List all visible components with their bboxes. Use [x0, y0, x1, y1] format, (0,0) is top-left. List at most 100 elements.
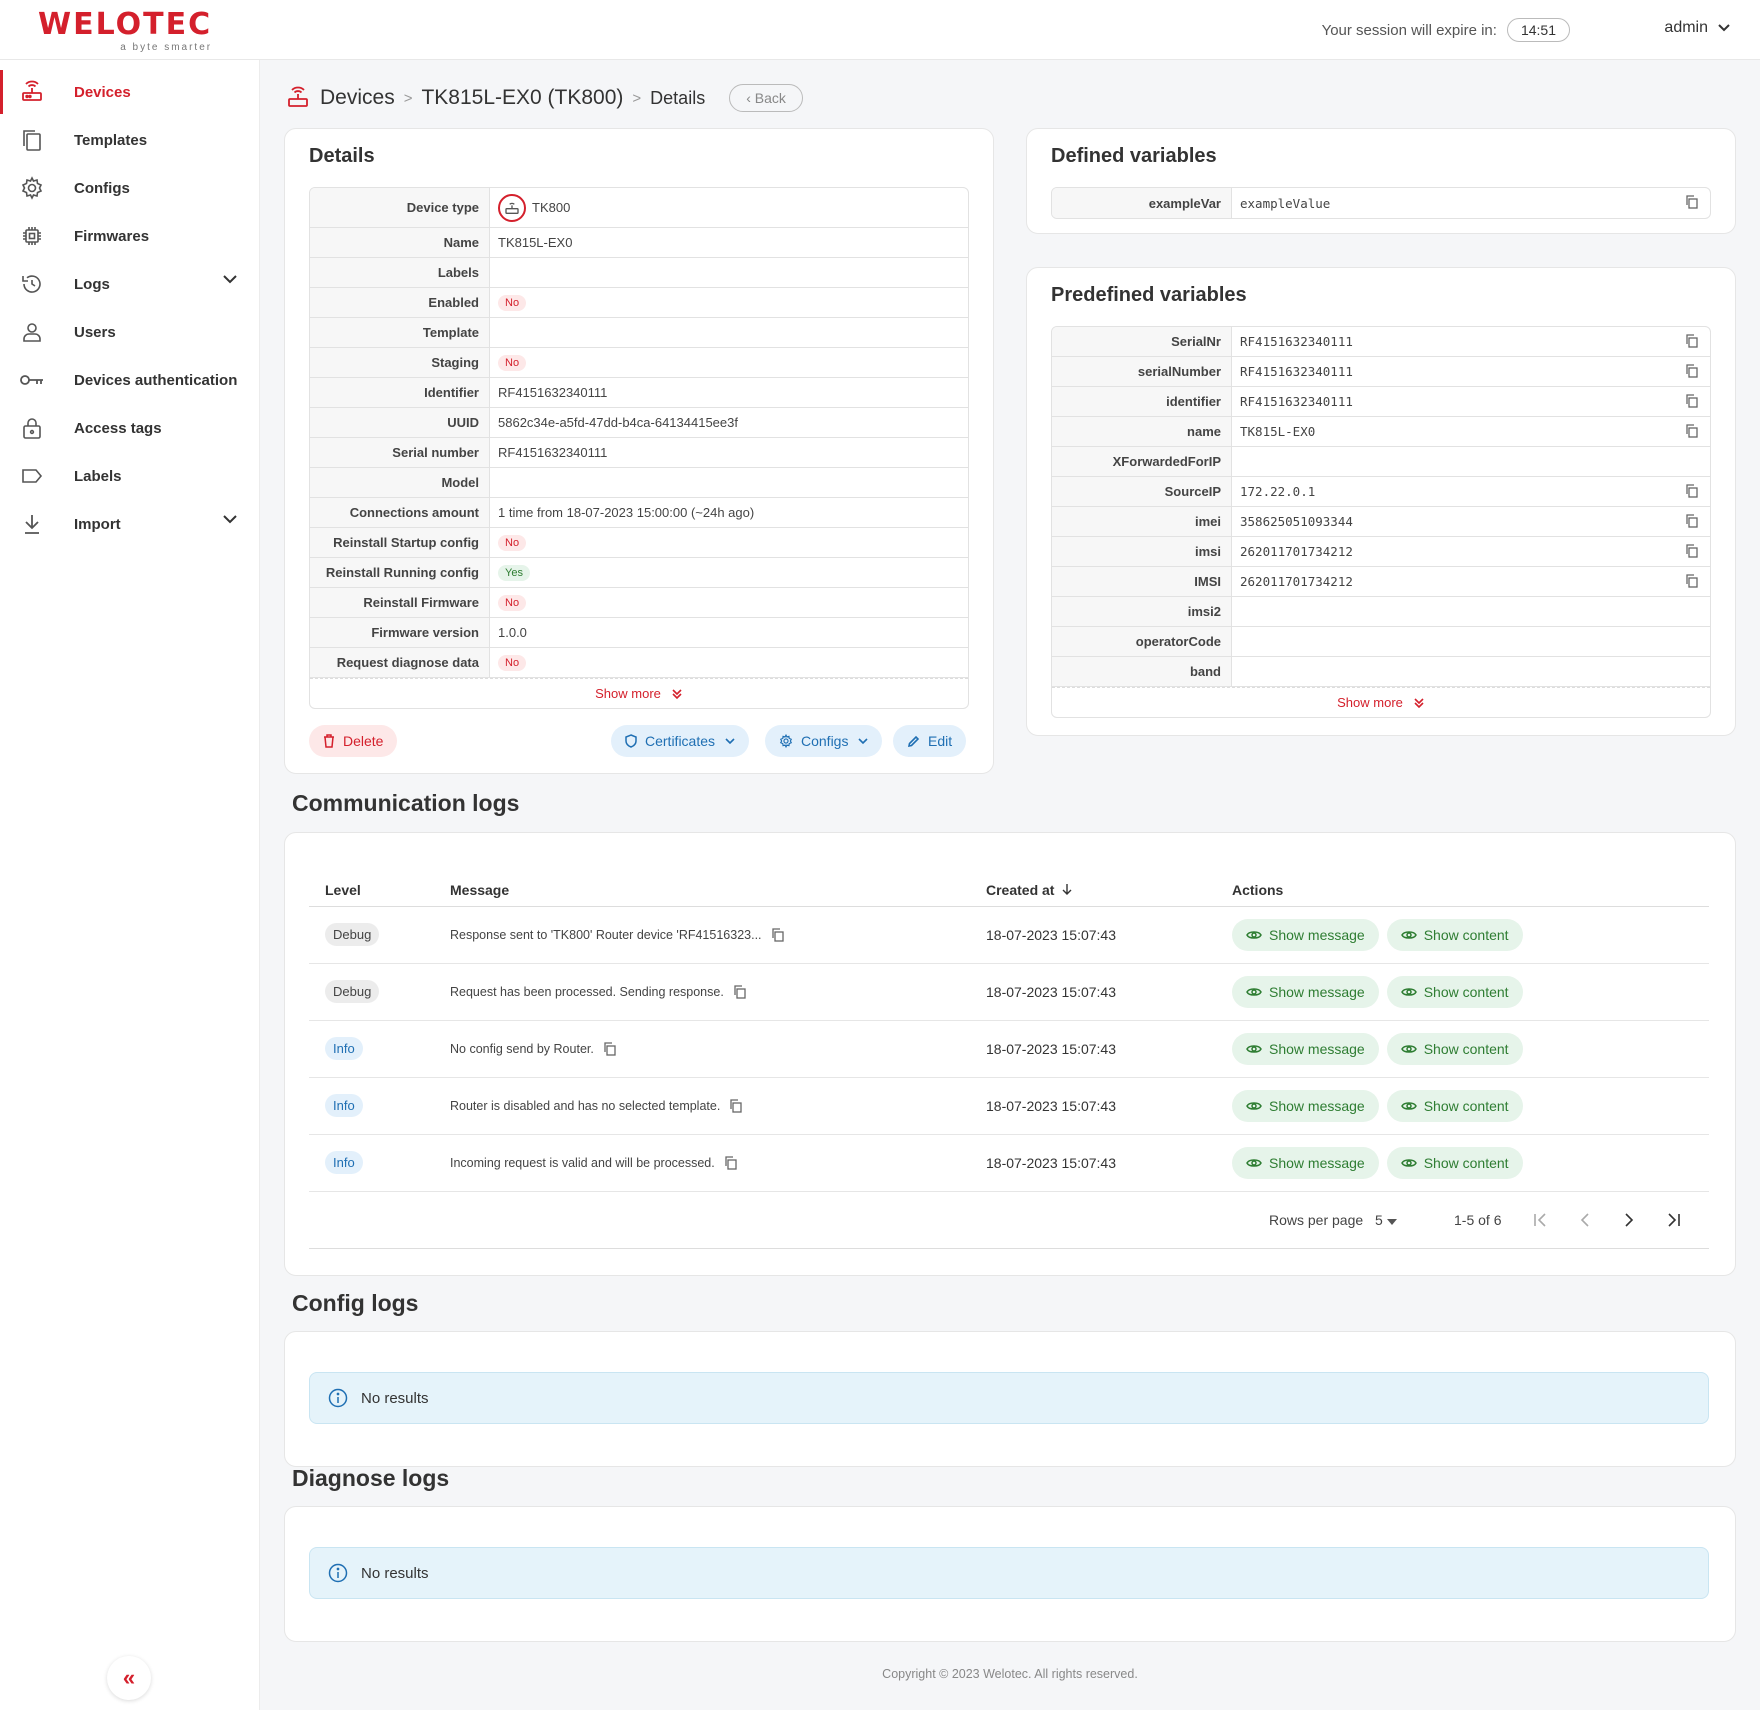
sidebar-item-access-tags[interactable]: Access tags [0, 404, 259, 452]
chevron-down-icon [1718, 24, 1730, 32]
row-value: RF4151632340111 [498, 385, 608, 400]
show-content-button[interactable]: Show content [1386, 1090, 1523, 1122]
row-key: XForwardedForIP [1052, 447, 1232, 476]
delete-button[interactable]: Delete [309, 725, 398, 757]
row-value: TK815L-EX0 [1232, 417, 1710, 446]
show-more-button[interactable]: Show more [1052, 687, 1710, 717]
sidebar-item-import[interactable]: Import [0, 500, 259, 548]
table-row: band [1052, 657, 1710, 687]
show-content-button[interactable]: Show content [1386, 1033, 1523, 1065]
show-content-label: Show content [1423, 1041, 1509, 1057]
show-content-button[interactable]: Show content [1386, 919, 1523, 951]
message-cell: No config send by Router. [450, 1042, 986, 1056]
lock-icon [18, 414, 46, 442]
copy-icon[interactable] [771, 928, 784, 942]
row-value [1232, 597, 1710, 626]
level-badge: Info [325, 1151, 363, 1174]
sidebar-item-users[interactable]: Users [0, 308, 259, 356]
column-created-at[interactable]: Created at [986, 882, 1232, 898]
back-button[interactable]: ‹ Back [729, 84, 803, 112]
pencil-icon [907, 735, 920, 747]
table-row: Connections amount 1 time from 18-07-2023… [310, 498, 968, 528]
show-message-button[interactable]: Show message [1232, 1147, 1379, 1179]
sidebar-label-devices-authentication: Devices authentication [74, 371, 238, 389]
message-cell: Request has been processed. Sending resp… [450, 985, 986, 999]
copy-icon[interactable] [1685, 574, 1698, 588]
show-content-button[interactable]: Show content [1386, 1147, 1523, 1179]
eye-icon [1400, 931, 1417, 939]
show-message-button[interactable]: Show message [1232, 976, 1379, 1008]
row-key: Identifier [310, 378, 490, 407]
show-message-button[interactable]: Show message [1232, 1033, 1379, 1065]
sidebar-item-devices-authentication[interactable]: Devices authentication [0, 356, 259, 404]
first-page-icon[interactable] [1533, 1213, 1549, 1227]
user-menu[interactable]: admin [1664, 19, 1730, 37]
breadcrumb-current: Details [650, 87, 706, 108]
table-row: Debug Request has been processed. Sendin… [309, 964, 1709, 1021]
show-message-button[interactable]: Show message [1232, 919, 1379, 951]
chevron-right-icon[interactable] [1623, 1213, 1635, 1227]
copy-icon[interactable] [729, 1099, 742, 1113]
show-content-button[interactable]: Show content [1386, 976, 1523, 1008]
sidebar-item-labels[interactable]: Labels [0, 452, 259, 500]
diagnose-logs-title: Diagnose logs [292, 1465, 450, 1491]
copy-icon[interactable] [1685, 484, 1698, 498]
copy-icon[interactable] [724, 1156, 737, 1170]
breadcrumb-separator: > [632, 89, 642, 107]
row-key: exampleVar [1052, 188, 1232, 218]
certificates-button[interactable]: Certificates [611, 725, 750, 757]
label-icon [18, 462, 46, 490]
row-key: Firmware version [310, 618, 490, 647]
row-key: Reinstall Startup config [310, 528, 490, 557]
breadcrumb-devices-link[interactable]: Devices [320, 86, 395, 109]
copy-icon[interactable] [1685, 364, 1698, 378]
status-badge: No [498, 354, 527, 371]
chevron-down-icon[interactable] [223, 274, 237, 284]
copy-icon[interactable] [733, 985, 746, 999]
edit-button[interactable]: Edit [893, 725, 967, 757]
copy-icon[interactable] [1685, 514, 1698, 528]
sidebar-item-devices[interactable]: Devices [0, 68, 259, 116]
message-text: Router is disabled and has no selected t… [450, 1099, 721, 1113]
no-results-alert: No results [309, 1547, 1709, 1599]
breadcrumb-device-link[interactable]: TK815L-EX0 (TK800) [421, 86, 624, 109]
sidebar-item-logs[interactable]: Logs [0, 260, 259, 308]
gear-icon [18, 174, 46, 202]
sidebar-item-configs[interactable]: Configs [0, 164, 259, 212]
actions-cell: Show message Show content [1232, 1090, 1531, 1122]
row-value: RF4151632340111 [1232, 327, 1710, 356]
copy-icon[interactable] [1685, 424, 1698, 438]
level-cell: Info [309, 1094, 450, 1117]
collapse-sidebar-button[interactable]: « [107, 1656, 151, 1700]
copy-icon[interactable] [1685, 334, 1698, 348]
variable-value: RF4151632340111 [1240, 334, 1353, 349]
pagination-range: 1-5 of 6 [1454, 1212, 1502, 1228]
show-more-label: Show more [1337, 695, 1403, 710]
configs-button[interactable]: Configs [765, 725, 883, 757]
chevron-left-icon[interactable] [1579, 1213, 1591, 1227]
table-row: imsi 262011701734212 [1052, 537, 1710, 567]
table-row: Info Router is disabled and has no selec… [309, 1078, 1709, 1135]
show-content-label: Show content [1423, 1155, 1509, 1171]
level-badge: Debug [325, 980, 380, 1003]
show-more-button[interactable]: Show more [310, 678, 968, 708]
copy-icon[interactable] [1685, 195, 1698, 209]
last-page-icon[interactable] [1665, 1213, 1681, 1227]
row-value: exampleValue [1232, 188, 1710, 218]
row-key: band [1052, 657, 1232, 686]
sidebar-item-firmwares[interactable]: Firmwares [0, 212, 259, 260]
chevron-down-icon[interactable] [223, 514, 237, 524]
row-value [1232, 657, 1710, 686]
welotec-logo[interactable]: WELOTEC a byte smarter [38, 10, 212, 54]
copy-icon[interactable] [1685, 394, 1698, 408]
actions-cell: Show message Show content [1232, 1147, 1531, 1179]
rows-per-page-select[interactable]: 5 [1375, 1212, 1397, 1228]
show-message-button[interactable]: Show message [1232, 1090, 1379, 1122]
copy-icon[interactable] [603, 1042, 616, 1056]
copy-icon[interactable] [1685, 544, 1698, 558]
rows-per-page-label: Rows per page [1269, 1212, 1364, 1228]
sidebar-item-templates[interactable]: Templates [0, 116, 259, 164]
row-key: Enabled [310, 288, 490, 317]
sidebar-label-access-tags: Access tags [74, 419, 162, 437]
show-message-label: Show message [1269, 927, 1365, 943]
